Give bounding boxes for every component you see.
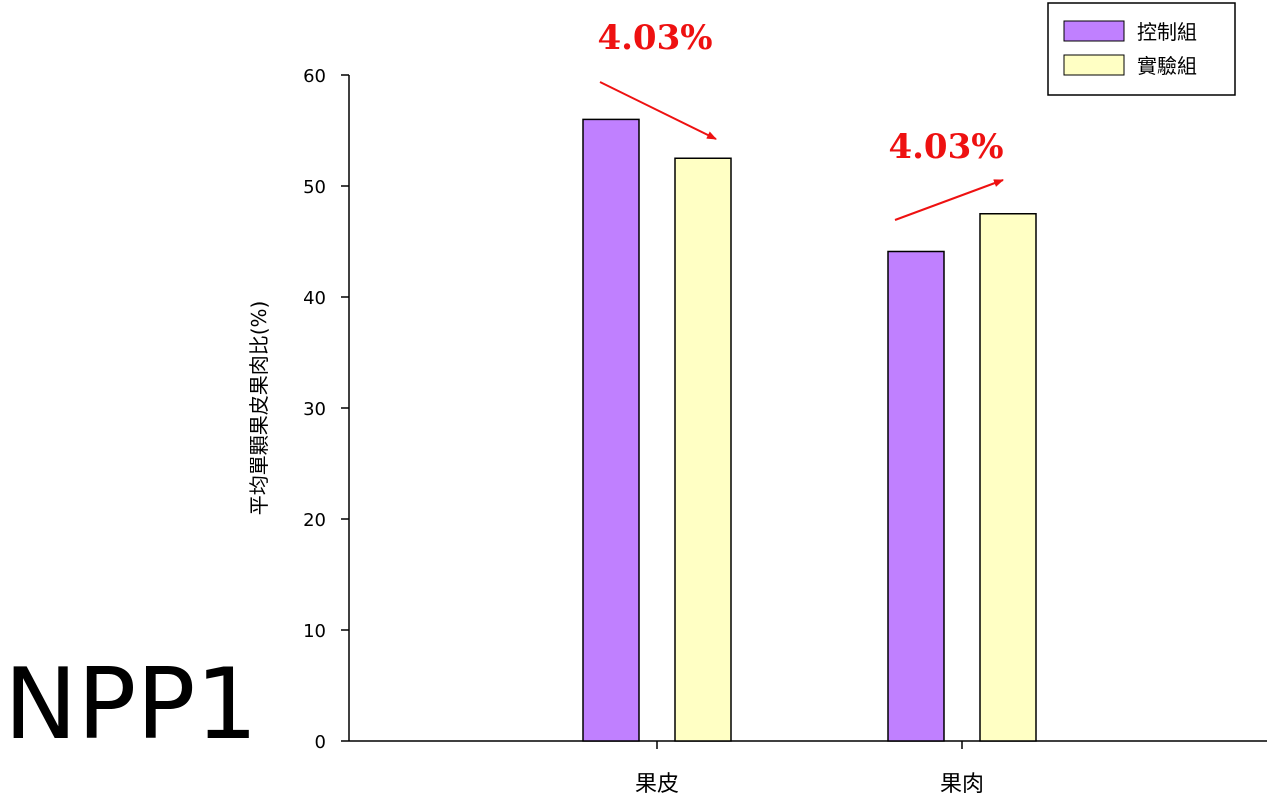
bar-control [582, 118, 640, 742]
y-tick-label: 60 [303, 66, 326, 87]
bar-control [887, 250, 945, 742]
y-tick-label: 40 [303, 288, 326, 309]
y-tick-label: 10 [303, 621, 326, 642]
legend-box [1047, 2, 1236, 96]
npp1-overlay-label: NPP1 [4, 648, 258, 762]
category-label-group: 果皮 果肉 [635, 741, 984, 797]
legend-label-experiment: 實驗組 [1137, 54, 1197, 78]
category-label: 果皮 [635, 772, 679, 797]
arrow-up-icon [894, 179, 1004, 221]
legend-swatch-experiment [1063, 54, 1125, 76]
arrow-down-icon [599, 81, 717, 140]
y-tick-group: 0 10 20 30 40 50 60 [303, 66, 349, 753]
bar-group [582, 118, 1037, 742]
y-tick-label: 30 [303, 399, 326, 420]
bar-experiment [674, 157, 732, 742]
y-axis-title: 平均單顆果皮果肉比(%) [247, 301, 271, 516]
bar-experiment [979, 213, 1037, 742]
annotation-group: 4.03% 4.03% [597, 18, 1004, 221]
y-tick-label: 0 [315, 732, 326, 753]
change-annotation: 4.03% [888, 127, 1003, 167]
legend-label-control: 控制組 [1137, 20, 1197, 44]
change-annotation: 4.03% [597, 18, 712, 58]
legend-swatch-control [1063, 20, 1125, 42]
legend: 控制組 實驗組 [1047, 2, 1236, 96]
category-label: 果肉 [940, 772, 984, 797]
y-tick-label: 50 [303, 177, 326, 198]
y-tick-label: 20 [303, 510, 326, 531]
